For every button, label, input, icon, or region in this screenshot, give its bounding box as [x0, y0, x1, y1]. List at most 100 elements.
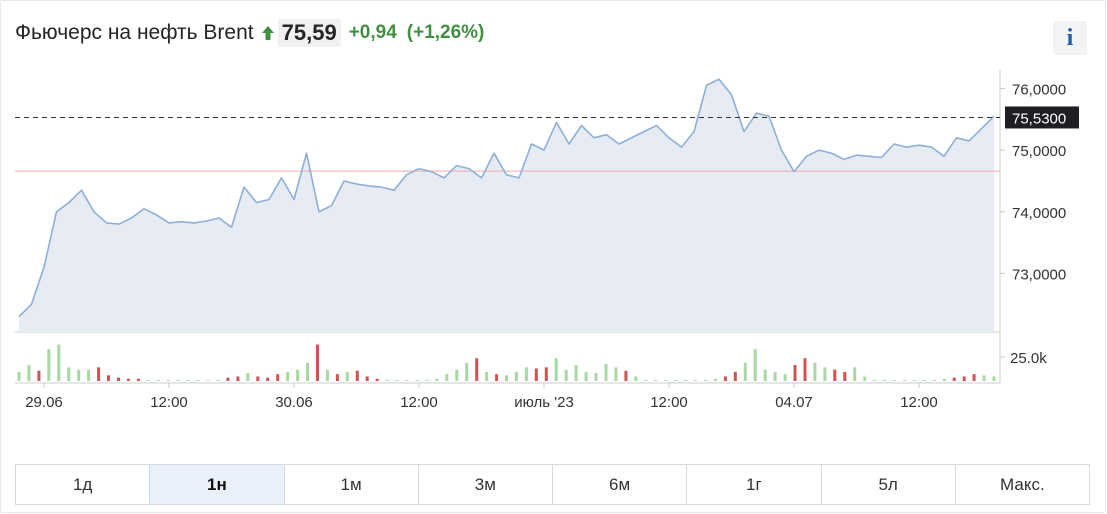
volume-bar	[723, 376, 727, 381]
volume-bar	[485, 371, 489, 381]
volume-bar	[883, 380, 887, 381]
volume-bar	[306, 362, 309, 381]
volume-bar	[534, 368, 538, 381]
volume-bar	[873, 379, 877, 381]
volume-bar	[186, 380, 190, 381]
volume-bar	[505, 375, 508, 381]
volume-bar	[117, 377, 120, 381]
x-tick-label: 12:00	[150, 394, 188, 411]
volume-bar	[345, 371, 349, 381]
volume-bar	[942, 378, 946, 381]
y-tick-label: 76,0000	[1012, 81, 1066, 98]
volume-bar	[843, 371, 847, 381]
volume-bar	[17, 371, 21, 381]
volume-bar	[47, 349, 51, 381]
volume-bar	[196, 380, 200, 381]
volume-bar	[166, 379, 170, 381]
volume-bar	[57, 344, 61, 381]
volume-bar	[67, 367, 71, 381]
volume-bar	[87, 369, 91, 381]
volume-bar	[156, 379, 160, 381]
volume-bar	[266, 377, 270, 381]
x-tick-label: 30.06	[275, 394, 313, 411]
tab-timeframe[interactable]: 3м	[419, 465, 553, 504]
last-price: 75,59	[277, 19, 341, 47]
volume-bar	[216, 379, 220, 381]
volume-bar	[176, 379, 180, 381]
tab-timeframe[interactable]: 1г	[687, 465, 822, 504]
volume-bar	[803, 358, 807, 381]
current-price-label-bg	[1005, 106, 1079, 129]
volume-bar	[475, 358, 479, 381]
x-tick-label: 12:00	[900, 394, 938, 411]
volume-bar	[325, 369, 329, 381]
volume-bar	[335, 374, 339, 381]
tab-timeframe[interactable]: 6м	[553, 465, 688, 504]
volume-bar	[674, 380, 678, 381]
volume-bar	[495, 374, 499, 381]
volume-bar	[962, 376, 966, 381]
volume-bar	[753, 349, 757, 381]
volume-bar	[793, 365, 797, 381]
info-button[interactable]: i	[1053, 21, 1087, 55]
volume-bar	[992, 376, 996, 381]
volume-bar	[813, 362, 817, 381]
price-change-percent: (+1,26%)	[406, 22, 485, 43]
volume-bar	[37, 370, 41, 381]
volume-bar	[296, 369, 300, 381]
volume-bar	[385, 379, 389, 381]
volume-bar	[743, 362, 747, 381]
volume-bar	[604, 363, 608, 381]
volume-bar	[405, 380, 409, 381]
tab-timeframe[interactable]: 1д	[16, 465, 151, 504]
volume-bar	[524, 367, 528, 381]
current-price-label: 75,5300	[1012, 110, 1066, 127]
volume-bar	[594, 373, 598, 381]
volume-bar	[903, 380, 906, 381]
volume-bar	[27, 365, 31, 381]
volume-bar	[256, 376, 260, 381]
price-line	[18, 78, 995, 318]
volume-bar	[773, 371, 777, 381]
volume-bar	[912, 380, 916, 381]
volume-bar	[246, 373, 250, 381]
tab-timeframe[interactable]: 1н	[150, 465, 285, 504]
tab-timeframe[interactable]: Макс.	[1000, 474, 1045, 494]
volume-bar	[77, 369, 81, 381]
volume-tick-label: 25.0k	[1010, 350, 1047, 367]
volume-bar	[584, 371, 588, 381]
volume-bar	[932, 379, 936, 381]
volume-bar	[893, 380, 896, 381]
volume-bar	[514, 371, 518, 381]
volume-bar	[574, 365, 578, 381]
volume-bar	[126, 378, 130, 381]
price-chart: Investing.com75,530076,000075,000074,000…	[15, 70, 1079, 411]
volume-bar	[97, 367, 101, 381]
volume-bar	[107, 375, 110, 381]
x-tick-label: 12:00	[650, 394, 688, 411]
price-change: +0,94	[348, 22, 397, 43]
volume-bar	[465, 362, 469, 381]
volume-bar	[634, 376, 638, 381]
tab-timeframe[interactable]: 1м	[285, 465, 419, 504]
volume-bar	[146, 380, 150, 381]
volume-bar	[375, 378, 379, 381]
arrow-up-icon	[261, 26, 274, 40]
volume-bar	[733, 371, 737, 381]
tab-timeframe[interactable]: 5л	[822, 465, 956, 504]
volume-bar	[863, 376, 867, 381]
x-tick-label: 12:00	[400, 394, 438, 411]
timeframe-tabs: 1д 1н 1м 3м 6м 1г 5л Макс.	[15, 464, 1090, 505]
volume-bar	[624, 370, 628, 381]
volume-bar	[952, 377, 956, 381]
volume-bar	[455, 369, 459, 381]
volume-bar	[664, 380, 668, 381]
volume-bar	[544, 367, 548, 381]
volume-bar	[564, 369, 568, 381]
instrument-title: Фьючерс на нефть Brent	[15, 21, 254, 44]
volume-bar	[286, 371, 290, 381]
y-tick-label: 75,0000	[1012, 143, 1066, 160]
volume-bar	[614, 367, 618, 381]
volume-bar	[654, 380, 658, 381]
y-tick-label: 74,0000	[1012, 205, 1066, 222]
